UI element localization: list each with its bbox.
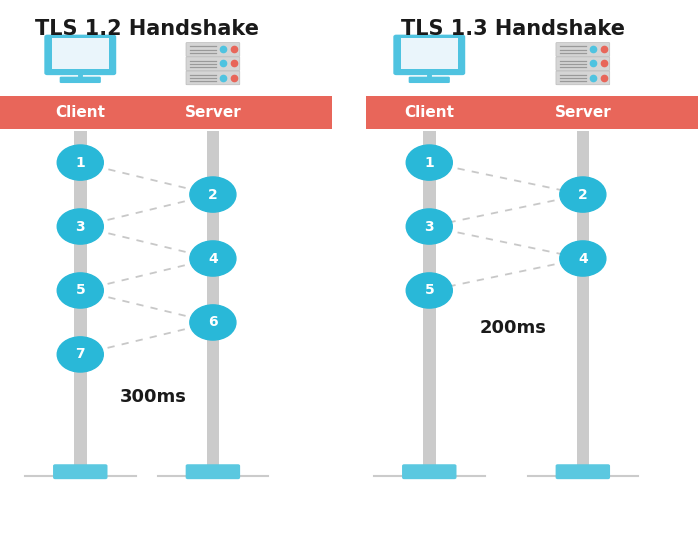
Text: 6: 6 (208, 316, 218, 329)
Text: 4: 4 (578, 252, 588, 265)
Circle shape (57, 209, 103, 244)
Circle shape (57, 145, 103, 180)
FancyBboxPatch shape (401, 38, 458, 69)
Circle shape (57, 337, 103, 372)
Text: TLS 1.2 Handshake: TLS 1.2 Handshake (35, 19, 258, 39)
FancyBboxPatch shape (394, 35, 465, 75)
Text: 1: 1 (75, 156, 85, 169)
Circle shape (190, 241, 236, 276)
Text: Client: Client (404, 105, 454, 120)
Text: TLS 1.3 Handshake: TLS 1.3 Handshake (401, 19, 625, 39)
FancyBboxPatch shape (409, 77, 450, 83)
Text: 2: 2 (208, 188, 218, 201)
Circle shape (406, 209, 452, 244)
Text: 1: 1 (424, 156, 434, 169)
Bar (366, 96, 698, 129)
Circle shape (406, 145, 452, 180)
Circle shape (406, 273, 452, 308)
Circle shape (560, 177, 606, 212)
FancyBboxPatch shape (556, 464, 610, 479)
Text: 200ms: 200ms (480, 319, 547, 337)
Text: 4: 4 (208, 252, 218, 265)
Circle shape (190, 177, 236, 212)
Text: Client: Client (55, 105, 105, 120)
Text: Server: Server (184, 105, 242, 120)
Bar (0, 96, 332, 129)
Text: 5: 5 (75, 284, 85, 297)
FancyBboxPatch shape (402, 464, 456, 479)
Text: 3: 3 (424, 220, 434, 233)
Text: 7: 7 (75, 348, 85, 361)
FancyBboxPatch shape (186, 43, 240, 56)
Circle shape (560, 241, 606, 276)
FancyBboxPatch shape (186, 71, 240, 85)
Bar (207, 131, 219, 472)
FancyBboxPatch shape (52, 38, 109, 69)
FancyBboxPatch shape (186, 57, 240, 70)
Bar (423, 131, 436, 472)
Text: Server: Server (554, 105, 611, 120)
Circle shape (190, 305, 236, 340)
FancyBboxPatch shape (556, 71, 610, 85)
Bar (74, 131, 87, 472)
Text: 5: 5 (424, 284, 434, 297)
FancyBboxPatch shape (186, 464, 240, 479)
Text: 300ms: 300ms (120, 388, 187, 406)
FancyBboxPatch shape (556, 43, 610, 56)
FancyBboxPatch shape (556, 57, 610, 70)
Circle shape (57, 273, 103, 308)
Bar (577, 131, 589, 472)
FancyBboxPatch shape (53, 464, 107, 479)
FancyBboxPatch shape (45, 35, 116, 75)
Text: 2: 2 (578, 188, 588, 201)
FancyBboxPatch shape (60, 77, 101, 83)
Text: 3: 3 (75, 220, 85, 233)
